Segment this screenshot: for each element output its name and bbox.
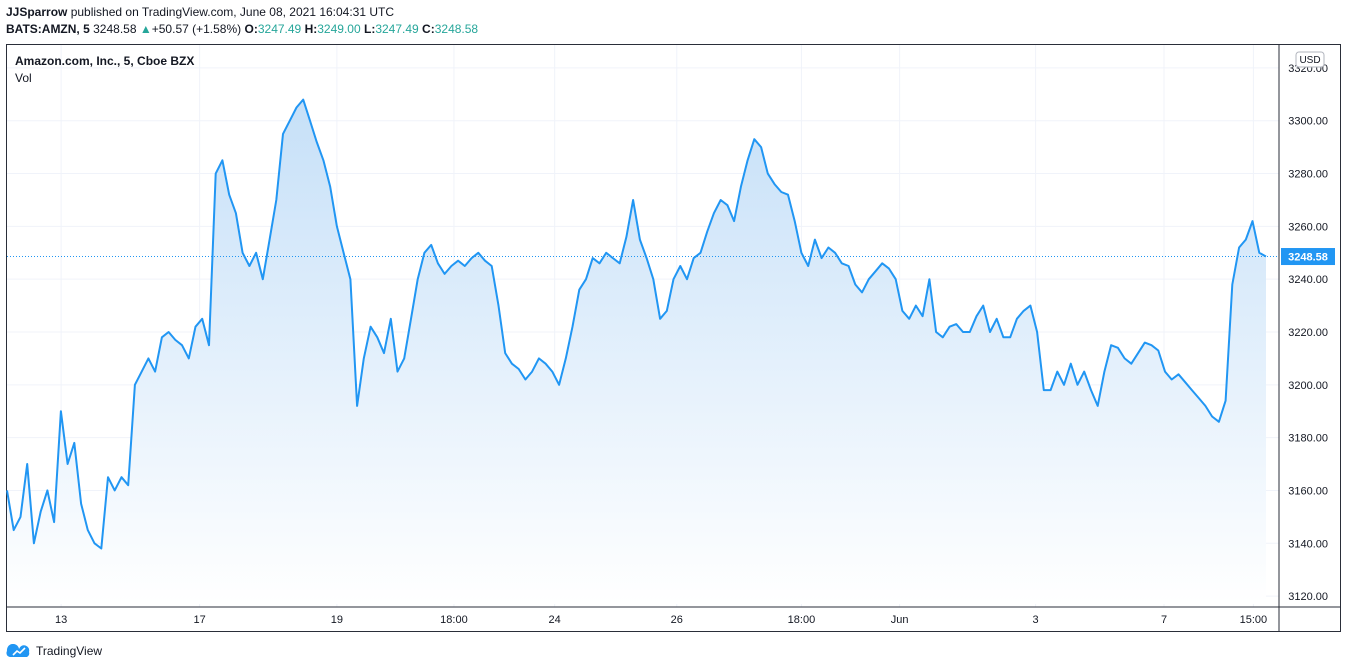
chart-frame[interactable]	[6, 44, 1341, 632]
price-axis[interactable]: 3320.003300.003280.003260.003240.003220.…	[1288, 63, 1328, 603]
volume-legend[interactable]: Vol	[15, 71, 32, 85]
y-tick-label: 3240.00	[1288, 274, 1328, 286]
x-tick-label: Jun	[891, 614, 909, 626]
y-tick-label: 3200.00	[1288, 380, 1328, 392]
time-axis[interactable]: 13 17 19 18:00 24 26 18:00 Jun 3 7 15:00	[55, 614, 1267, 626]
currency-badge[interactable]: USD	[1295, 51, 1325, 68]
x-tick-label: 19	[331, 614, 343, 626]
price-tag-label: 3248.58	[1288, 252, 1328, 264]
price-area	[7, 99, 1266, 604]
up-arrow-icon: ▲	[139, 22, 152, 36]
last-price: 3248.58	[93, 22, 137, 36]
published-text: published on TradingView.com, June 08, 2…	[70, 5, 395, 19]
y-tick-label: 3300.00	[1288, 116, 1328, 128]
y-tick-label: 3120.00	[1288, 591, 1328, 603]
chart-legend-title[interactable]: Amazon.com, Inc., 5, Cboe BZX	[15, 54, 195, 68]
close-value: 3248.58	[434, 22, 479, 36]
x-tick-label: 7	[1161, 614, 1167, 626]
x-tick-label: 26	[671, 614, 683, 626]
x-tick-label: 18:00	[788, 614, 816, 626]
y-tick-label: 3220.00	[1288, 327, 1328, 339]
brand-name: TradingView	[36, 644, 103, 658]
high-label: H:	[304, 22, 318, 36]
y-tick-label: 3160.00	[1288, 485, 1328, 497]
publish-line: JJSparrow published on TradingView.com, …	[6, 5, 394, 19]
open-label: O:	[244, 22, 258, 36]
x-tick-label: 24	[549, 614, 561, 626]
price-line	[6, 98, 1267, 550]
y-tick-label: 3280.00	[1288, 169, 1328, 181]
y-tick-label: 3180.00	[1288, 433, 1328, 445]
open-value: 3247.49	[257, 22, 302, 36]
close-label: C:	[422, 22, 435, 36]
high-value: 3249.00	[317, 22, 361, 36]
x-tick-label: 13	[55, 614, 67, 626]
currency-label: USD	[1299, 55, 1320, 66]
author-name[interactable]: JJSparrow	[6, 5, 68, 19]
footer-brand[interactable]: TradingView	[6, 644, 102, 658]
x-tick-label: 15:00	[1240, 614, 1268, 626]
x-tick-label: 3	[1033, 614, 1039, 626]
y-tick-label: 3260.00	[1288, 221, 1328, 233]
change-value: +50.57 (+1.58%)	[151, 22, 242, 36]
price-tag: 3248.58	[1281, 248, 1335, 266]
x-tick-label: 18:00	[440, 614, 468, 626]
ohlc-line: BATS:AMZN, 5 3248.58 ▲+50.57 (+1.58%) O:…	[6, 22, 478, 36]
x-tick-label: 17	[194, 614, 206, 626]
tradingview-logo-icon	[6, 644, 30, 657]
low-label: L:	[363, 22, 376, 36]
y-tick-label: 3140.00	[1288, 538, 1328, 550]
low-value: 3247.49	[375, 22, 419, 36]
symbol-label: BATS:AMZN, 5	[6, 22, 90, 36]
